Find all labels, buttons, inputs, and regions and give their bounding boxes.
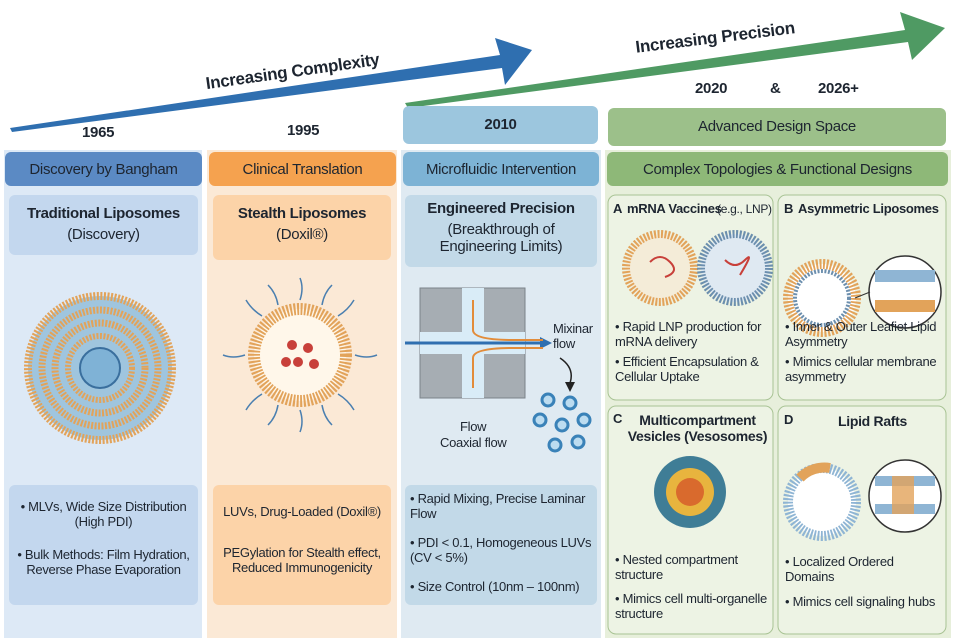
- vesosome-illustration: [654, 456, 726, 528]
- stage-title: Clinical Translation: [242, 161, 363, 178]
- column-title: Traditional Liposomes: [27, 205, 180, 222]
- title-box: [9, 195, 198, 255]
- stage-header: [5, 152, 202, 186]
- mlv-illustration: [24, 292, 176, 444]
- bullet-box: [405, 485, 597, 605]
- bullet-box: [9, 485, 198, 605]
- arrow-precision: [405, 12, 945, 108]
- panel-letter: B: [784, 201, 794, 216]
- bullet: • Mimics cell multi-organelle structure: [615, 591, 767, 621]
- bullet-box: [213, 485, 391, 605]
- bullet: • Rapid LNP production for mRNA delivery: [615, 319, 762, 349]
- arrow-complexity: [10, 38, 532, 132]
- column-title: Engineered Precision: [427, 200, 575, 217]
- microfluidic-illustration: [405, 287, 592, 453]
- design-space: Advanced Design Space: [698, 118, 856, 135]
- bullet: • Mimics cell signaling hubs: [785, 594, 936, 609]
- panel: [777, 194, 947, 401]
- title-box: [405, 195, 597, 267]
- panel-note: (e.g., LNP): [717, 202, 772, 216]
- year: 1965: [82, 124, 115, 141]
- flow-label: Coaxial flow: [440, 435, 507, 450]
- bullet: LUVs, Drug-Loaded (Doxil®): [223, 504, 381, 519]
- stage-header: [209, 152, 396, 186]
- year: 2026+: [818, 80, 859, 97]
- stage-title: Microfluidic Intervention: [425, 161, 577, 178]
- year-joiner: &: [770, 80, 781, 97]
- year-box: [403, 106, 598, 144]
- lnp-illustration: [622, 230, 773, 306]
- bullet: • Size Control (10nm – 100nm): [410, 579, 580, 594]
- bullet: PEGylation for Stealth effect, Reduced I…: [223, 545, 381, 575]
- bullet: • MLVs, Wide Size Distribution (High PDI…: [20, 499, 187, 529]
- panel-letter: D: [784, 412, 794, 427]
- asymmetric-illustration: [783, 255, 942, 337]
- stage-title: Discovery by Bangham: [29, 161, 178, 178]
- stealth-illustration: [222, 277, 378, 433]
- bullet: • Rapid Mixing, Precise Laminar Flow: [410, 491, 586, 521]
- stage-header: [403, 152, 599, 186]
- stage-title: Complex Topologies & Functional Designs: [642, 161, 912, 178]
- year: 2010: [484, 116, 517, 133]
- year: 1995: [287, 122, 320, 139]
- column-title: Stealth Liposomes: [237, 205, 367, 222]
- flow-label: Mixinar flow: [553, 321, 593, 351]
- column-subtitle: (Breakthrough of Engineering Limits): [439, 221, 563, 256]
- raft-illustration: [783, 459, 942, 541]
- year-box: [608, 108, 946, 146]
- bullet: • Efficient Encapsulation & Cellular Upt…: [615, 354, 759, 384]
- panel-letter: C: [613, 411, 623, 426]
- panel-letter: A: [613, 201, 623, 216]
- column-subtitle: (Doxil®): [276, 226, 328, 243]
- stage-header: [607, 152, 948, 186]
- column-subtitle: (Discovery): [67, 226, 140, 243]
- year: 2020: [695, 80, 728, 97]
- bullet: • Localized Ordered Domains: [785, 554, 894, 584]
- panel-title: Lipid Rafts: [837, 413, 908, 429]
- panel-title: Asymmetric Liposomes: [798, 201, 939, 216]
- panel-title: mRNA Vaccines: [627, 201, 722, 216]
- bullet: • PDI < 0.1, Homogeneous LUVs (CV < 5%): [410, 535, 592, 565]
- bullet: • Mimics cellular membrane asymmetry: [785, 354, 937, 384]
- panel-title: Multicompartment Vesicles (Vesosomes): [627, 412, 768, 445]
- bullet: • Inner & Outer Leafiet Lipid Asymmetry: [785, 319, 937, 349]
- bullet: • Nested compartment structure: [615, 552, 738, 582]
- title-box: [213, 195, 391, 260]
- bullet: • Bulk Methods: Film Hydration, Reverse …: [17, 547, 190, 577]
- flow-label: Flow: [460, 419, 487, 434]
